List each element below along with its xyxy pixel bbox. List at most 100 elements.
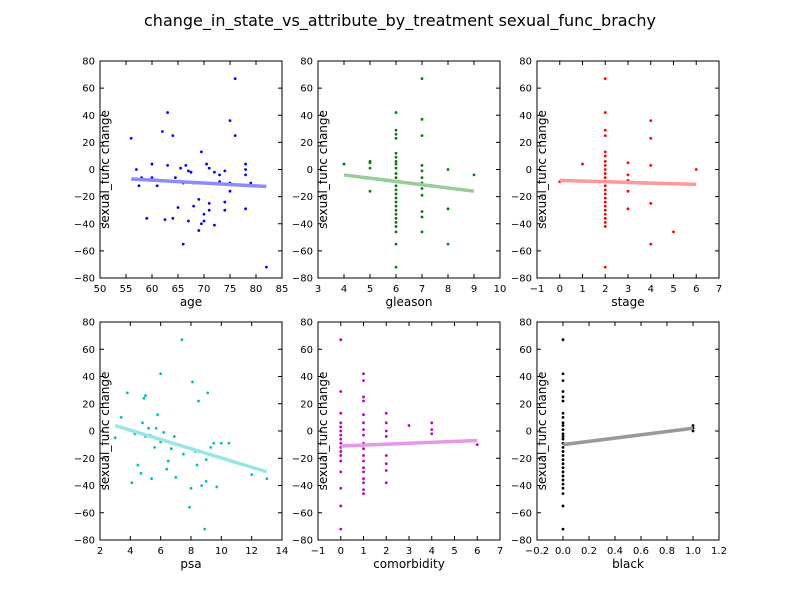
x-tick-label: 7 bbox=[497, 546, 503, 557]
data-point bbox=[187, 219, 190, 223]
data-point bbox=[394, 208, 398, 212]
axes-frame bbox=[99, 60, 283, 279]
x-tick-label: 5 bbox=[670, 284, 676, 295]
data-point bbox=[265, 477, 269, 481]
data-point bbox=[362, 428, 365, 432]
x-tick-label: 6 bbox=[474, 546, 480, 557]
y-tick-label: 80 bbox=[300, 318, 313, 329]
y-tick-label: −40 bbox=[74, 219, 95, 230]
data-point bbox=[250, 473, 254, 476]
x-tick-label: 85 bbox=[276, 284, 289, 295]
data-point bbox=[384, 462, 388, 466]
data-point bbox=[561, 372, 565, 376]
subplot-psa: 2 4 6 8 10 12 14 80 60 40 20 0 −20 −40 −60 −80 psa sexual… bbox=[74, 318, 288, 572]
data-point bbox=[362, 433, 365, 437]
data-point bbox=[161, 130, 164, 133]
x-tick-label: 70 bbox=[198, 284, 211, 295]
x-tick-label: −1 bbox=[311, 546, 326, 557]
data-point bbox=[150, 176, 154, 180]
data-point bbox=[603, 212, 607, 216]
data-point bbox=[129, 136, 133, 140]
data-point bbox=[394, 166, 398, 170]
data-point bbox=[362, 447, 365, 451]
data-point bbox=[339, 390, 343, 393]
subplots: 50 55 60 65 70 75 80 85806040200−20−40−60−80age… bbox=[74, 57, 727, 572]
data-point bbox=[603, 216, 607, 220]
data-point bbox=[384, 421, 388, 425]
x-tick-label: 80 bbox=[250, 284, 263, 295]
data-point bbox=[368, 166, 372, 170]
data-point bbox=[420, 187, 424, 190]
data-point bbox=[171, 216, 175, 220]
data-point bbox=[195, 463, 199, 467]
data-point bbox=[339, 433, 343, 437]
y-axis-label: sexual_func change bbox=[316, 372, 330, 491]
data-point bbox=[159, 372, 163, 376]
y-tick-label: 0 bbox=[89, 427, 95, 438]
data-point bbox=[561, 478, 565, 482]
data-point bbox=[227, 441, 231, 445]
data-point bbox=[446, 168, 450, 171]
data-point bbox=[223, 169, 227, 173]
y-tick-label: −20 bbox=[74, 454, 95, 465]
y-tick-label: 80 bbox=[519, 318, 532, 329]
x-tick-label: 50 bbox=[94, 284, 107, 295]
data-point bbox=[223, 208, 227, 212]
x-tick-label: 9 bbox=[471, 284, 477, 295]
x-tick-label: 8 bbox=[445, 284, 451, 295]
data-point bbox=[218, 173, 222, 177]
y-axis-label: sexual_func change bbox=[316, 110, 330, 229]
data-point bbox=[339, 504, 343, 508]
x-tick-label: 55 bbox=[120, 284, 133, 295]
data-point bbox=[339, 338, 343, 342]
data-point bbox=[188, 505, 191, 509]
data-point bbox=[172, 435, 176, 438]
y-tick-label: 80 bbox=[519, 57, 532, 68]
y-tick-label: 0 bbox=[307, 427, 313, 438]
data-point bbox=[187, 169, 190, 173]
data-point bbox=[672, 230, 675, 234]
axes-frame bbox=[317, 60, 501, 279]
y-tick-label: 60 bbox=[82, 345, 95, 356]
data-point bbox=[189, 486, 193, 490]
data-point bbox=[649, 119, 653, 123]
data-point bbox=[394, 265, 398, 269]
data-point bbox=[339, 470, 343, 474]
data-point bbox=[228, 119, 232, 123]
data-point bbox=[213, 223, 216, 227]
data-point bbox=[384, 435, 388, 438]
data-point bbox=[384, 481, 388, 485]
data-point bbox=[394, 184, 398, 188]
data-point bbox=[626, 207, 630, 211]
data-point bbox=[394, 136, 398, 140]
x-tick-label: 3 bbox=[406, 546, 412, 557]
x-tick-label: 0.0 bbox=[555, 546, 571, 557]
x-tick-label: 6 bbox=[693, 284, 699, 295]
y-tick-label: −40 bbox=[292, 481, 313, 492]
data-point bbox=[561, 428, 565, 432]
data-point bbox=[603, 164, 607, 167]
y-tick-label: −20 bbox=[292, 192, 313, 203]
y-tick-label: 0 bbox=[526, 165, 532, 176]
data-point bbox=[472, 173, 476, 177]
data-point bbox=[603, 150, 607, 154]
data-point bbox=[339, 441, 343, 445]
y-tick-label: 80 bbox=[82, 57, 95, 68]
data-point bbox=[603, 220, 607, 224]
data-point bbox=[430, 428, 434, 432]
data-point bbox=[368, 189, 372, 193]
data-point bbox=[362, 481, 365, 485]
data-point bbox=[394, 212, 398, 216]
data-point bbox=[561, 432, 565, 436]
data-point bbox=[362, 379, 365, 382]
data-point bbox=[603, 208, 607, 212]
x-tick-label: 1.2 bbox=[711, 546, 727, 557]
y-tick-label: 20 bbox=[300, 138, 313, 149]
data-point bbox=[603, 111, 607, 114]
data-point bbox=[561, 411, 565, 415]
data-point bbox=[649, 202, 653, 205]
data-point bbox=[141, 421, 144, 425]
data-point bbox=[162, 430, 166, 434]
data-point bbox=[420, 169, 424, 173]
